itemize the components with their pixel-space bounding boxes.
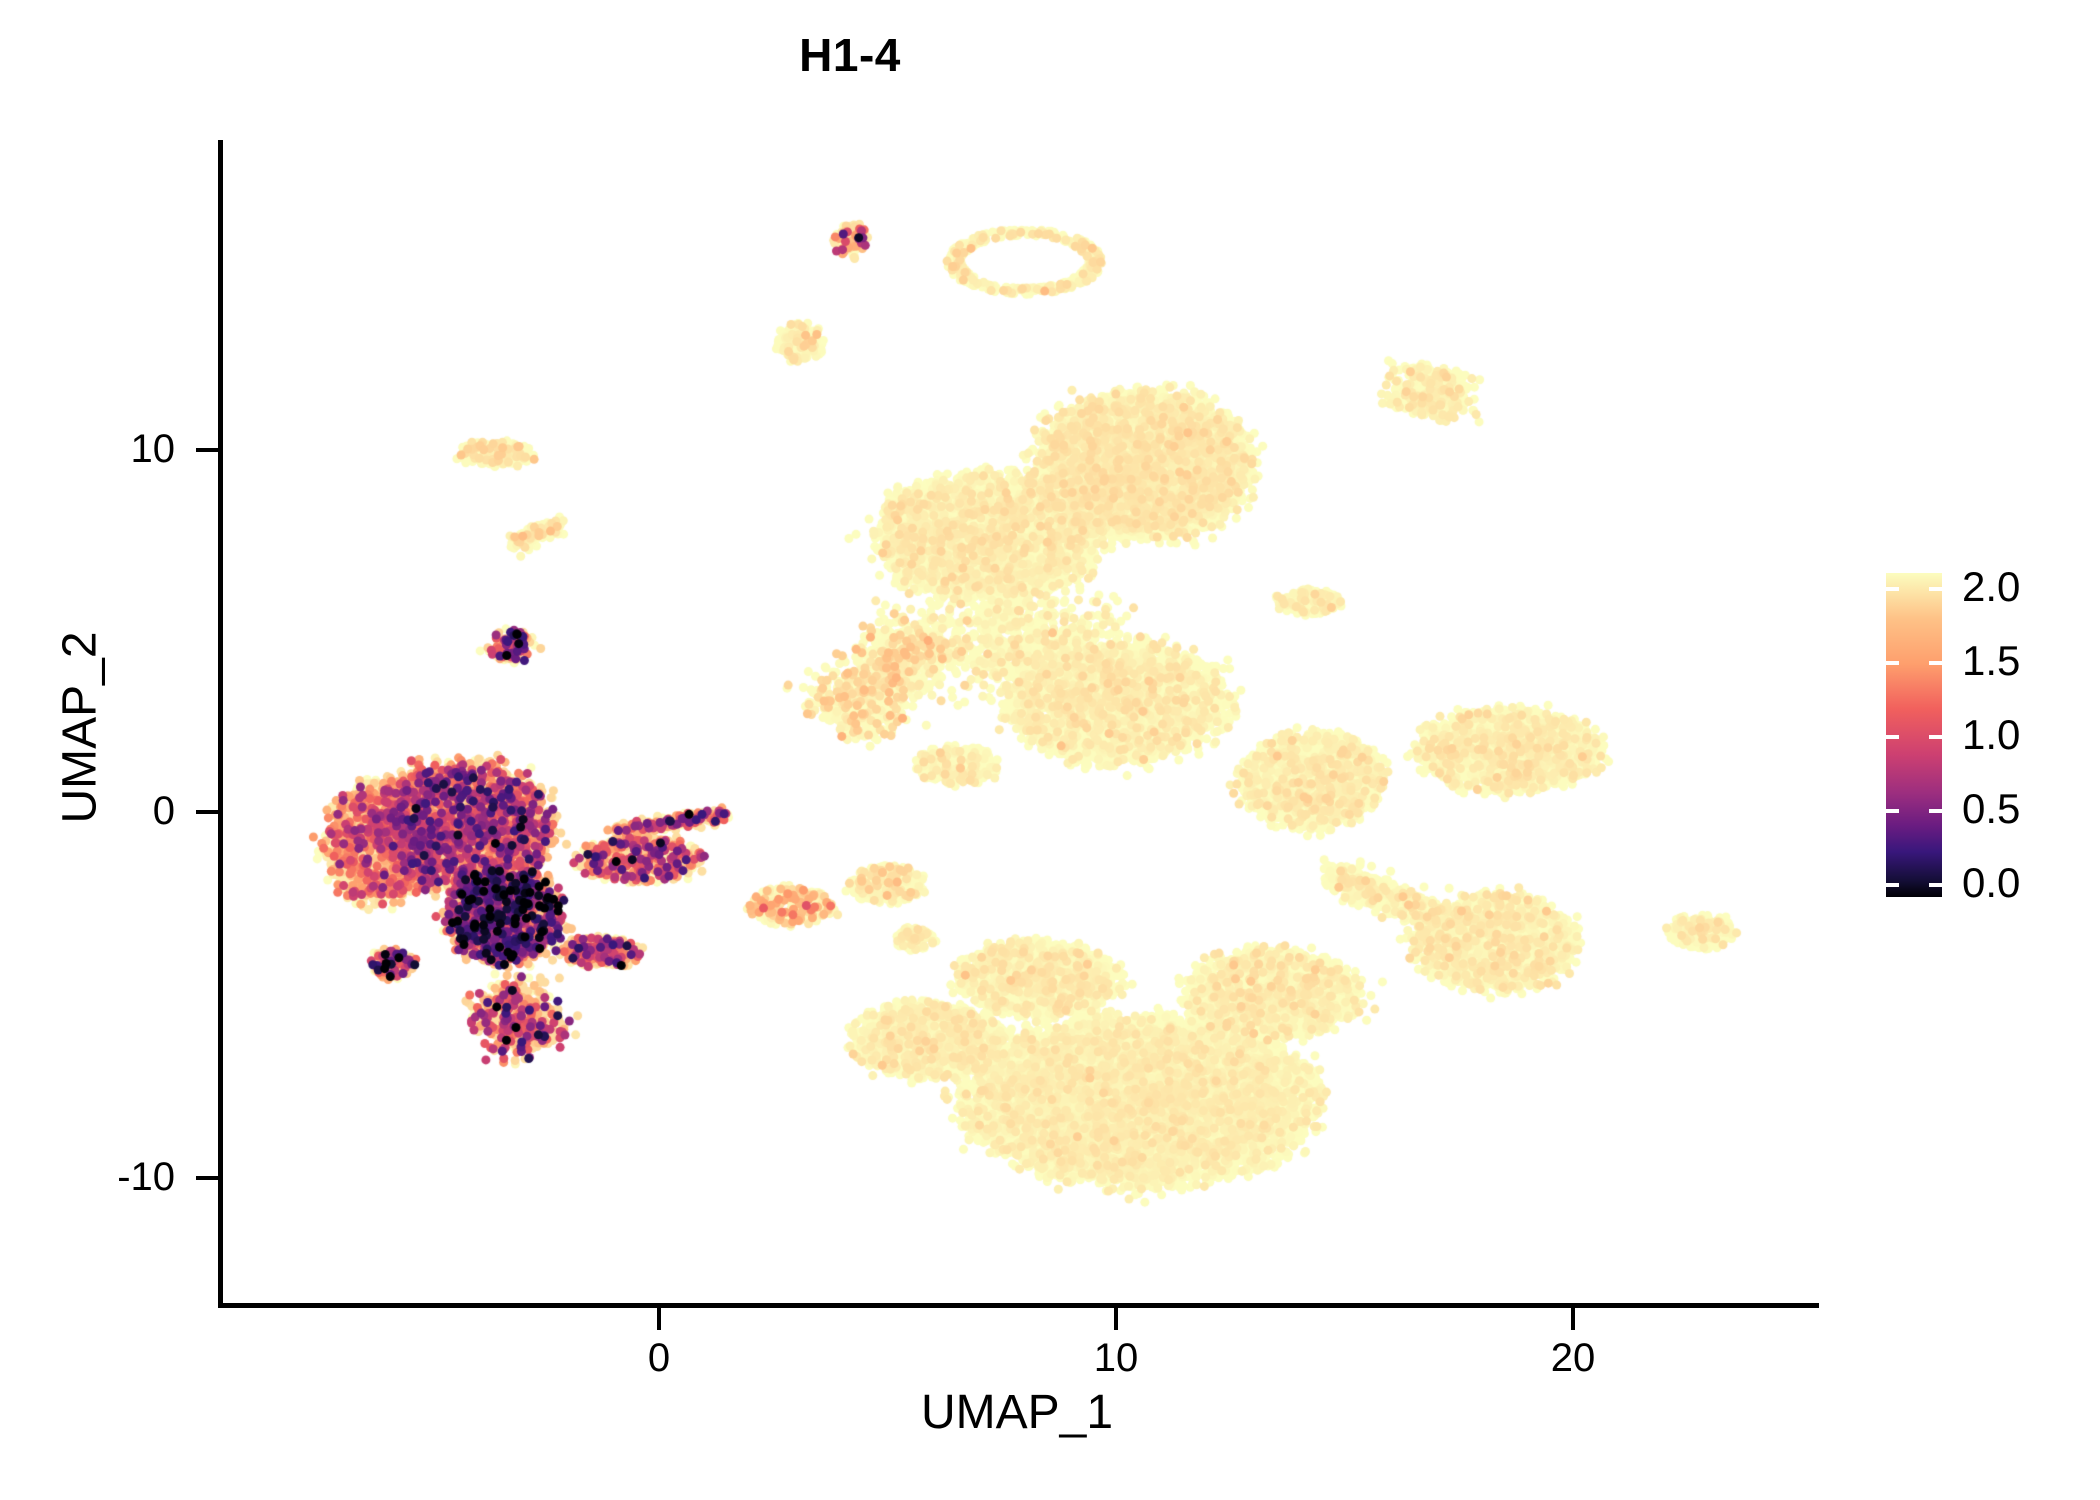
y-tick-label-10: 10 (130, 427, 176, 471)
y-tick-mark-0 (196, 810, 218, 814)
colorbar-label-00: 0.0 (1962, 859, 2021, 906)
colorbar-label-05: 0.5 (1962, 785, 2021, 832)
plot-panel (222, 140, 1812, 1305)
y-tick-mark-neg10 (196, 1176, 218, 1180)
colorbar-tick-right-15 (1929, 661, 1942, 665)
colorbar-label-15: 1.5 (1962, 637, 2021, 684)
colorbar-tick-left-10 (1886, 735, 1899, 739)
colorbar-tick-right-00 (1929, 883, 1942, 887)
colorbar-tick-left-05 (1886, 809, 1899, 813)
y-tick-label-0: 0 (152, 789, 175, 833)
colorbar-tick-right-05 (1929, 809, 1942, 813)
colorbar-tick-left-15 (1886, 661, 1899, 665)
y-tick-label-neg10: -10 (117, 1155, 175, 1199)
colorbar-legend: 2.0 1.5 1.0 0.5 0.0 (1886, 566, 2086, 906)
colorbar-tick-right-10 (1929, 735, 1942, 739)
x-tick-mark-0 (657, 1308, 661, 1330)
y-axis-line (218, 140, 223, 1308)
x-axis-title: UMAP_1 (920, 1386, 1114, 1439)
x-tick-label-20: 20 (1550, 1336, 1596, 1380)
x-tick-mark-10 (1114, 1308, 1118, 1330)
scatter-plot-canvas (222, 140, 1812, 1305)
y-tick-mark-10 (196, 448, 218, 452)
page-title: H1-4 (799, 29, 901, 81)
colorbar-tick-left-2 (1886, 587, 1899, 591)
x-tick-label-0: 0 (647, 1336, 671, 1380)
x-tick-mark-20 (1571, 1308, 1575, 1330)
x-tick-label-10: 10 (1093, 1336, 1139, 1380)
colorbar-tick-right-2 (1929, 587, 1942, 591)
y-axis-title: UMAP_2 (53, 631, 107, 824)
colorbar-label-10: 1.0 (1962, 711, 2021, 758)
x-axis-line (218, 1303, 1819, 1308)
colorbar-label-2: 2.0 (1962, 563, 2021, 610)
colorbar-tick-left-00 (1886, 883, 1899, 887)
